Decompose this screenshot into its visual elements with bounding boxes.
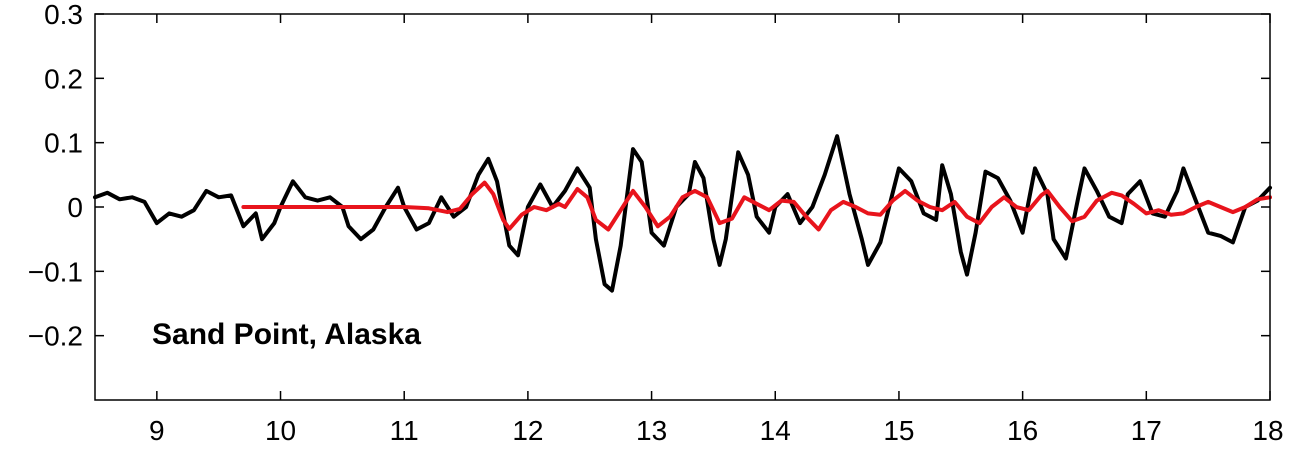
x-tick-label: 9 xyxy=(149,415,165,446)
y-tick-label: 0 xyxy=(67,192,83,223)
y-tick-label: 0.3 xyxy=(44,0,83,30)
y-tick-label: 0.2 xyxy=(44,63,83,94)
x-tick-label: 12 xyxy=(512,415,543,446)
model-series-line xyxy=(241,180,1272,232)
x-tick-label: 15 xyxy=(883,415,914,446)
x-tick-label: 18 xyxy=(1252,415,1283,446)
x-axis-ticks: 9 10 11 12 13 14 15 16 17 18 xyxy=(149,14,1284,446)
x-tick-label: 17 xyxy=(1131,415,1162,446)
series-layer xyxy=(93,134,1272,293)
y-tick-label: 0.1 xyxy=(44,128,83,159)
y-tick-label: −0.2 xyxy=(28,321,83,352)
y-axis-ticks: 0.3 0.2 0.1 0 −0.1 −0.2 xyxy=(28,0,1270,352)
x-tick-label: 11 xyxy=(390,415,419,446)
observed-series-line xyxy=(93,134,1272,293)
station-label: Sand Point, Alaska xyxy=(152,318,421,351)
plot-frame xyxy=(94,13,1271,401)
x-tick-label: 13 xyxy=(636,415,667,446)
y-tick-label: −0.1 xyxy=(28,256,83,287)
x-tick-label: 14 xyxy=(760,415,791,446)
x-tick-label: 16 xyxy=(1007,415,1038,446)
x-tick-label: 10 xyxy=(265,415,296,446)
